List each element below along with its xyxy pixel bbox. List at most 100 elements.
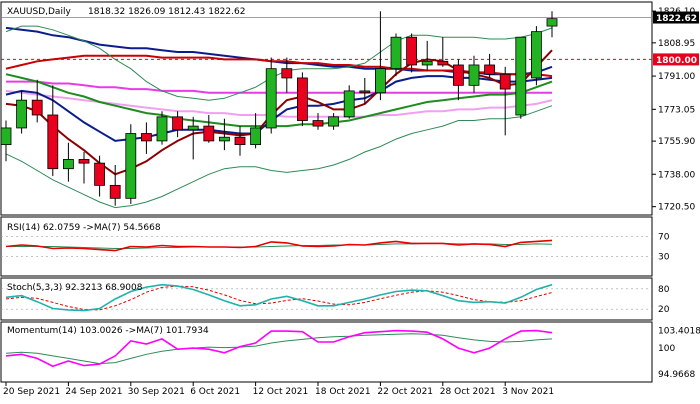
candle[interactable] <box>109 164 121 206</box>
instrument-title: XAUUSD,Daily <box>7 7 71 17</box>
date-tick-label: 24 Sep 2021 <box>65 387 122 397</box>
rsi-panel[interactable] <box>1 235 652 258</box>
candle[interactable] <box>125 124 137 204</box>
date-tick-label: 12 Oct 2021 <box>253 387 309 397</box>
price-tick-label: 1791.00 <box>658 72 695 82</box>
candle[interactable] <box>437 37 449 67</box>
candle-body <box>421 60 433 66</box>
candle[interactable] <box>374 11 386 101</box>
candle-body <box>172 116 184 131</box>
candle-body <box>531 31 542 79</box>
stoch-tick-label: 80 <box>658 285 670 295</box>
candle[interactable] <box>218 118 230 151</box>
candle-body <box>140 133 152 142</box>
candle-body <box>31 99 43 116</box>
rsi-tick-label: 70 <box>658 232 670 242</box>
candle[interactable] <box>250 113 262 149</box>
candle[interactable] <box>406 33 418 73</box>
stochastic-label: Stoch(5,3,3) 92.3213 68.9008 <box>7 283 143 293</box>
candle[interactable] <box>47 85 59 177</box>
candle[interactable] <box>63 142 74 182</box>
momentum-tick-label: 103.4018 <box>658 327 700 337</box>
main-line <box>5 283 553 312</box>
date-tick-label: 3 Nov 2021 <box>502 387 554 397</box>
candle[interactable] <box>296 72 308 127</box>
candle-body <box>499 73 511 90</box>
candle-body <box>390 36 402 70</box>
level-value: 1800.00 <box>656 56 697 66</box>
candle-body <box>234 136 246 146</box>
last-price-value: 1822.62 <box>656 14 697 24</box>
panel-frame-stoch <box>0 277 653 321</box>
panel-frames <box>0 1 653 383</box>
candle-body <box>406 36 418 66</box>
candle[interactable] <box>78 152 90 184</box>
candle[interactable] <box>452 59 464 101</box>
candle[interactable] <box>546 11 558 38</box>
candle[interactable] <box>499 66 511 136</box>
level-box <box>653 53 699 66</box>
candle[interactable] <box>156 111 168 145</box>
price-panel[interactable] <box>0 11 652 209</box>
candle[interactable] <box>421 40 433 71</box>
candle-body <box>468 64 480 86</box>
candle[interactable] <box>359 77 371 104</box>
panel-frame-main <box>0 1 653 216</box>
candle-body <box>125 133 137 199</box>
candle[interactable] <box>328 113 340 130</box>
overlay-line-8 <box>5 105 553 209</box>
price-tick-label: 1773.05 <box>658 105 695 115</box>
candle[interactable] <box>515 36 527 119</box>
stochastic-panel[interactable] <box>1 283 652 312</box>
candle-body <box>484 64 496 75</box>
momentum-tick-label: 100 <box>658 344 675 354</box>
candle[interactable] <box>140 122 152 154</box>
candle-body <box>452 64 464 86</box>
price-tick-label: 1755.90 <box>658 137 695 147</box>
candle[interactable] <box>0 120 12 162</box>
candle-body <box>437 60 449 66</box>
signal-line <box>6 242 553 249</box>
stoch-tick-label: 20 <box>658 305 670 315</box>
candle-body <box>250 127 262 146</box>
date-tick-label: 30 Sep 2021 <box>128 387 185 397</box>
momentum-tick-label: 94.9668 <box>658 370 695 380</box>
candle-body <box>374 68 386 94</box>
candle-body <box>78 159 90 164</box>
candle-body <box>265 68 277 129</box>
panel-frame-mom <box>0 321 653 383</box>
candle[interactable] <box>187 116 199 160</box>
main-line <box>5 239 553 252</box>
rsi-label: RSI(14) 62.0759 ->MA(7) 54.5668 <box>7 223 161 233</box>
date-tick-label: 6 Oct 2021 <box>190 387 240 397</box>
candle[interactable] <box>31 79 43 123</box>
candle[interactable] <box>484 53 496 78</box>
level-badge: 1800.00 <box>653 53 699 66</box>
momentum-panel[interactable] <box>5 329 553 368</box>
candle[interactable] <box>468 55 480 93</box>
price-tick-label: 1720.50 <box>658 203 695 213</box>
candle[interactable] <box>312 113 324 130</box>
candle-body <box>328 116 340 127</box>
ohlc-readout: 1818.32 1826.09 1812.43 1822.62 <box>88 7 245 17</box>
candle-body <box>515 36 527 116</box>
candle[interactable] <box>390 33 402 77</box>
candle-body <box>47 114 59 170</box>
candle[interactable] <box>234 126 246 156</box>
candle[interactable] <box>94 155 105 197</box>
date-tick-label: 20 Sep 2021 <box>3 387 60 397</box>
candle[interactable] <box>203 114 215 143</box>
candle-body <box>296 77 308 121</box>
candle[interactable] <box>343 85 355 119</box>
candle[interactable] <box>172 111 184 138</box>
candle-body <box>203 125 215 142</box>
candle-body <box>359 90 371 94</box>
candle[interactable] <box>16 90 28 134</box>
overlay-line-2 <box>6 80 552 94</box>
candle[interactable] <box>531 26 542 86</box>
candle[interactable] <box>265 57 277 134</box>
candle[interactable] <box>281 57 293 93</box>
